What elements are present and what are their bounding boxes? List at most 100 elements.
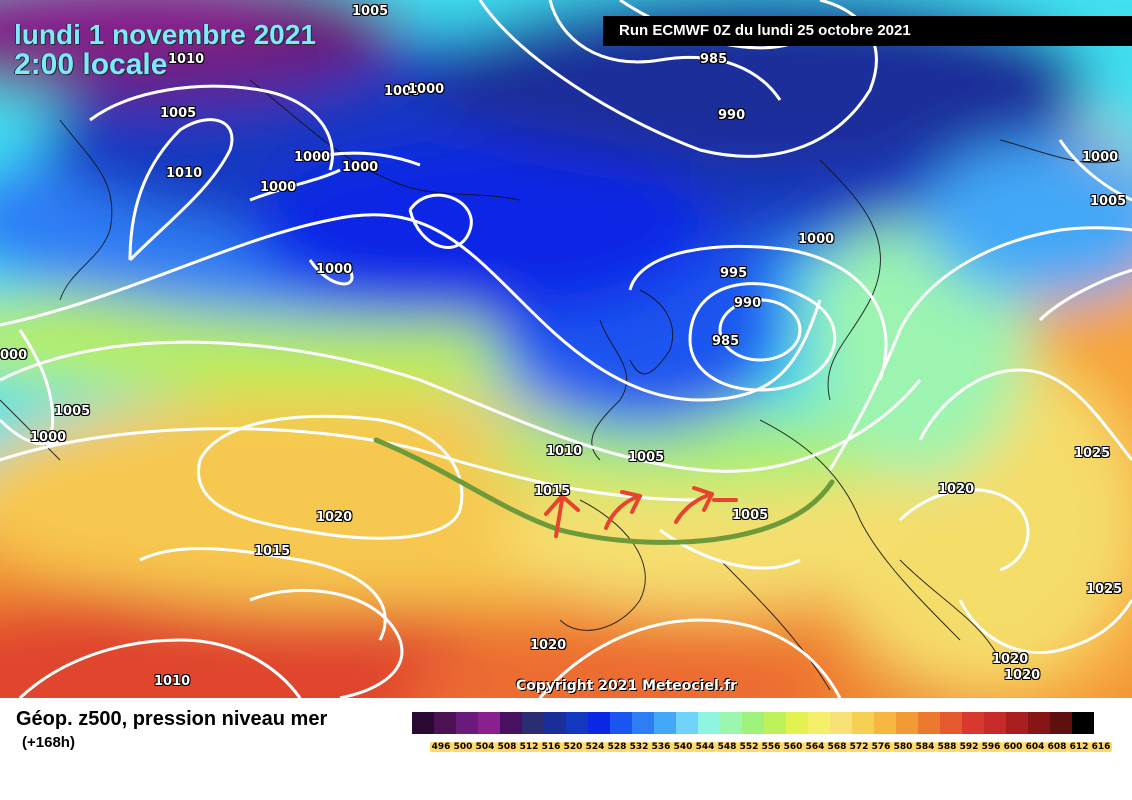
pressure-label: 1000	[316, 262, 353, 277]
coastlines	[0, 79, 1121, 691]
scale-tick-label: 504	[474, 742, 496, 752]
scale-swatch	[1072, 712, 1094, 734]
scale-swatch	[852, 712, 874, 734]
scale-tick-label: 512	[518, 742, 540, 752]
pressure-label: 1010	[166, 166, 203, 181]
map-canvas	[0, 0, 1132, 698]
pressure-label: 990	[734, 296, 762, 311]
scale-tick-label: 576	[870, 742, 892, 752]
scale-tick-label: 556	[760, 742, 782, 752]
scale-swatch	[1006, 712, 1028, 734]
pressure-label: 1010	[168, 52, 205, 67]
pressure-label: 1000	[408, 82, 445, 97]
color-scale	[412, 712, 1094, 734]
scale-tick-label: 560	[782, 742, 804, 752]
scale-swatch	[478, 712, 500, 734]
pressure-label: 1020	[1004, 668, 1041, 683]
pressure-label: 1015	[534, 484, 571, 499]
scale-tick-label: 528	[606, 742, 628, 752]
pressure-label: 1005	[628, 450, 665, 465]
scale-swatch	[566, 712, 588, 734]
copyright: Copyright 2021 Meteociel.fr	[516, 678, 738, 694]
scale-tick-label: 608	[1046, 742, 1068, 752]
scale-tick-label: 612	[1068, 742, 1090, 752]
pressure-label: 1025	[1086, 582, 1123, 597]
pressure-label: 1000	[1082, 150, 1119, 165]
scale-swatch	[1050, 712, 1072, 734]
pressure-label: 1005	[352, 4, 389, 19]
scale-tick-label: 548	[716, 742, 738, 752]
legend-panel: Géop. z500, pression niveau mer (+168h) …	[0, 698, 1132, 800]
scale-swatch	[676, 712, 698, 734]
scale-swatch	[698, 712, 720, 734]
arrow-3	[674, 486, 714, 524]
scale-tick-label: 568	[826, 742, 848, 752]
scale-swatch	[588, 712, 610, 734]
arrow-2	[604, 490, 642, 530]
pressure-label: 000	[0, 348, 28, 363]
weather-map: lundi 1 novembre 2021 2:00 locale Run EC…	[0, 0, 1132, 698]
pressure-label: 1000	[384, 84, 421, 99]
scale-swatch	[544, 712, 566, 734]
pressure-label: 1020	[316, 510, 353, 525]
scale-tick-label: 496	[430, 742, 452, 752]
pressure-label: 985	[700, 52, 728, 67]
pressure-label: 1025	[1074, 446, 1111, 461]
pressure-label: 1010	[546, 444, 583, 459]
scale-tick-label: 564	[804, 742, 826, 752]
pressure-label: 1000	[260, 180, 297, 195]
scale-swatch	[720, 712, 742, 734]
scale-tick-label: 532	[628, 742, 650, 752]
scale-swatch	[874, 712, 896, 734]
scale-tick-label: 584	[914, 742, 936, 752]
pressure-label: 1020	[992, 652, 1029, 667]
scale-swatch	[654, 712, 676, 734]
scale-tick-label: 588	[936, 742, 958, 752]
color-scale-ticks: 496 500 504 508 512 516 520 524 528 532 536 540 544 5…	[430, 742, 1112, 752]
scale-swatch	[786, 712, 808, 734]
pressure-label: 1010	[154, 674, 191, 689]
pressure-label: 995	[720, 266, 748, 281]
scale-swatch	[808, 712, 830, 734]
pressure-label: 1020	[938, 482, 975, 497]
time-line: 2:00 locale	[14, 48, 168, 81]
scale-swatch	[742, 712, 764, 734]
scale-swatch	[500, 712, 522, 734]
scale-tick-label: 604	[1024, 742, 1046, 752]
scale-tick-label: 540	[672, 742, 694, 752]
scale-swatch	[830, 712, 852, 734]
pressure-label: 1005	[160, 106, 197, 121]
date-line: lundi 1 novembre 2021	[14, 19, 316, 50]
scale-swatch	[1028, 712, 1050, 734]
pressure-label: 1015	[254, 544, 291, 559]
pressure-label: 1000	[294, 150, 331, 165]
scale-tick-label: 552	[738, 742, 760, 752]
pressure-label: 1005	[732, 508, 769, 523]
scale-tick-label: 508	[496, 742, 518, 752]
geopotential-field	[0, 0, 1132, 698]
scale-tick-label: 500	[452, 742, 474, 752]
pressure-label: 1000	[798, 232, 835, 247]
scale-swatch	[632, 712, 654, 734]
scale-swatch	[456, 712, 478, 734]
scale-swatch	[940, 712, 962, 734]
scale-swatch	[764, 712, 786, 734]
red-arrows	[544, 486, 738, 538]
run-info: Run ECMWF 0Z du lundi 25 octobre 2021	[603, 16, 1132, 46]
scale-tick-label: 600	[1002, 742, 1024, 752]
scale-swatch	[610, 712, 632, 734]
scale-tick-label: 524	[584, 742, 606, 752]
scale-tick-label: 520	[562, 742, 584, 752]
scale-swatch	[984, 712, 1006, 734]
pressure-label: 985	[712, 334, 740, 349]
isobars	[0, 0, 1132, 698]
scale-swatch	[434, 712, 456, 734]
scale-tick-label: 592	[958, 742, 980, 752]
scale-tick-label: 596	[980, 742, 1002, 752]
field-title: Géop. z500, pression niveau mer	[16, 708, 328, 730]
pressure-label: 990	[718, 108, 746, 123]
scale-tick-label: 580	[892, 742, 914, 752]
pressure-label: 1020	[530, 638, 567, 653]
pressure-label: 1000	[30, 430, 67, 445]
pressure-label: 1005	[54, 404, 91, 419]
